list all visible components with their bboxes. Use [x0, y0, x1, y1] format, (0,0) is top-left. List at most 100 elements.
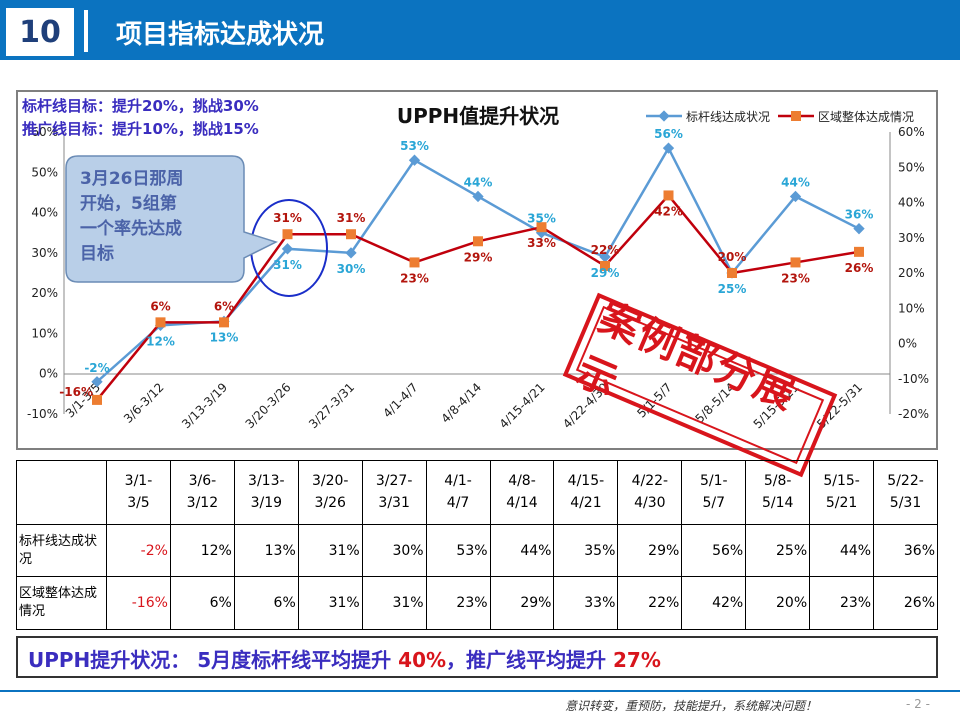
benchmark-point — [662, 142, 675, 154]
table-cell: 6% — [233, 576, 299, 630]
x-tick-label: 4/1-4/7 — [380, 380, 420, 420]
summary-benchmark-text: 5月度标杆线平均提升 — [197, 648, 392, 672]
x-tick-label: 3/6-3/12 — [121, 380, 167, 426]
table-cell: 33% — [553, 576, 619, 630]
data-table: 3/1- 3/5 3/6- 3/12 3/13- 3/19 3/20- 3/26… — [16, 460, 938, 630]
summary-box: UPPH提升状况： 5月度标杆线平均提升 40%，推广线平均提升 27% — [16, 636, 938, 678]
region-point — [155, 317, 166, 328]
footer-divider — [0, 690, 960, 692]
table-cell: 25% — [745, 523, 811, 578]
callout-bubble — [65, 155, 278, 283]
y-tick-label: 50% — [31, 165, 58, 179]
summary-label: UPPH提升状况： — [28, 648, 191, 672]
table-cell: 42% — [681, 576, 747, 630]
header-divider — [84, 10, 88, 52]
table-cell: 31% — [361, 576, 427, 630]
table-cell: 29% — [489, 576, 555, 630]
region-point — [473, 236, 483, 247]
benchmark-data-label: 13% — [210, 330, 239, 344]
x-tick-label: 4/8-4/14 — [438, 380, 484, 426]
legend-region-label: 区域整体达成情况 — [818, 110, 915, 124]
summary-rollout-value: 27% — [613, 648, 661, 672]
table-header-cell: 5/15- 5/21 — [809, 460, 875, 525]
table-header-cell: 3/20- 3/26 — [297, 460, 363, 525]
table-header-cell: 3/13- 3/19 — [233, 460, 299, 525]
region-data-label: 26% — [845, 261, 874, 275]
benchmark-data-label: 44% — [464, 175, 493, 189]
region-data-label: 23% — [400, 271, 429, 285]
y-tick-label: 10% — [31, 326, 58, 340]
table-cell: 44% — [489, 523, 555, 578]
table-header-cell: 4/15- 4/21 — [553, 460, 619, 525]
benchmark-data-label: 35% — [527, 212, 556, 226]
y2-tick-label: 40% — [898, 196, 925, 210]
y2-tick-label: 10% — [898, 301, 925, 315]
table-cell: 23% — [425, 576, 491, 630]
x-tick-label: 3/27-3/31 — [306, 380, 357, 431]
table-header-cell: 3/6- 3/12 — [169, 460, 235, 525]
region-data-label: 22% — [591, 243, 620, 257]
benchmark-point — [789, 190, 802, 203]
benchmark-data-label: 29% — [591, 266, 620, 280]
footer-slogan: 意识转变，重预防，技能提升，系统解决问题！ — [565, 699, 818, 713]
benchmark-target-text: 标杆线目标：提升20%，挑战30% — [22, 97, 259, 115]
row-label-benchmark: 标杆线达成状况 — [16, 523, 107, 578]
benchmark-data-label: 44% — [781, 175, 810, 189]
benchmark-data-label: 30% — [337, 262, 366, 276]
region-data-label: 31% — [337, 211, 366, 225]
table-corner-cell — [16, 460, 107, 525]
table-cell: 20% — [745, 576, 811, 630]
callout-line-3: 一个率先达成 — [80, 218, 182, 239]
region-point — [727, 268, 737, 278]
region-data-label: 31% — [273, 211, 302, 225]
region-data-label: 6% — [150, 299, 170, 313]
header-bar: 10 项目指标达成状况 — [0, 0, 960, 60]
table-cell: 29% — [617, 523, 683, 578]
y2-tick-label: 60% — [898, 125, 925, 139]
callout-line-1: 3月26日那周 — [80, 169, 184, 189]
table-row: 区域整体达成情况 -16% 6% 6% 31% 31% 23% 29% 33% … — [16, 576, 938, 630]
benchmark-data-label: 25% — [718, 282, 747, 296]
table-header-cell: 4/22- 4/30 — [617, 460, 683, 525]
callout-line-2: 开始，5组第 — [80, 193, 177, 214]
rollout-target-text: 推广线目标：提升10%，挑战15% — [22, 120, 259, 138]
y-tick-label: 40% — [31, 206, 58, 220]
table-cell: -16% — [106, 576, 171, 630]
benchmark-data-label: 31% — [273, 258, 302, 272]
summary-benchmark-value: 40% — [398, 648, 447, 672]
region-point — [219, 317, 229, 328]
region-point — [854, 246, 864, 257]
y2-tick-label: -10% — [898, 372, 929, 386]
table-cell: 31% — [297, 523, 363, 578]
table-header-cell: 5/22- 5/31 — [873, 460, 938, 525]
y2-tick-label: 30% — [898, 231, 925, 245]
region-point — [282, 229, 293, 240]
region-point — [409, 257, 420, 268]
legend-region-swatch — [778, 111, 814, 121]
x-tick-label: 3/20-3/26 — [243, 380, 294, 431]
table-cell: 23% — [809, 576, 875, 630]
region-data-label: 33% — [527, 236, 556, 250]
table-cell: 13% — [233, 523, 299, 578]
table-header-cell: 4/1- 4/7 — [425, 460, 491, 525]
benchmark-point — [345, 247, 357, 259]
benchmark-point — [472, 190, 484, 203]
y2-tick-label: 50% — [898, 160, 925, 174]
summary-rollout-text: 推广线平均提升 — [466, 648, 607, 672]
chart-frame — [16, 90, 938, 450]
y2-tick-label: 20% — [898, 266, 925, 280]
table-cell: 26% — [873, 576, 938, 630]
table-cell: 12% — [169, 523, 235, 578]
benchmark-point — [281, 243, 294, 255]
y-tick-label: 20% — [31, 286, 58, 300]
slide-number: 10 — [6, 8, 74, 56]
page-number: - 2 - — [906, 697, 930, 711]
benchmark-data-label: 12% — [146, 334, 175, 348]
y-tick-label: 30% — [31, 246, 58, 260]
table-cell: 36% — [873, 523, 938, 578]
chart-title: UPPH值提升状况 — [397, 104, 559, 128]
x-tick-label: 3/13-3/19 — [179, 380, 230, 431]
y2-tick-label: 0% — [898, 337, 917, 351]
table-row: 标杆线达成状况 -2% 12% 13% 31% 30% 53% 44% 35% … — [16, 523, 938, 578]
table-cell: 30% — [361, 523, 427, 578]
